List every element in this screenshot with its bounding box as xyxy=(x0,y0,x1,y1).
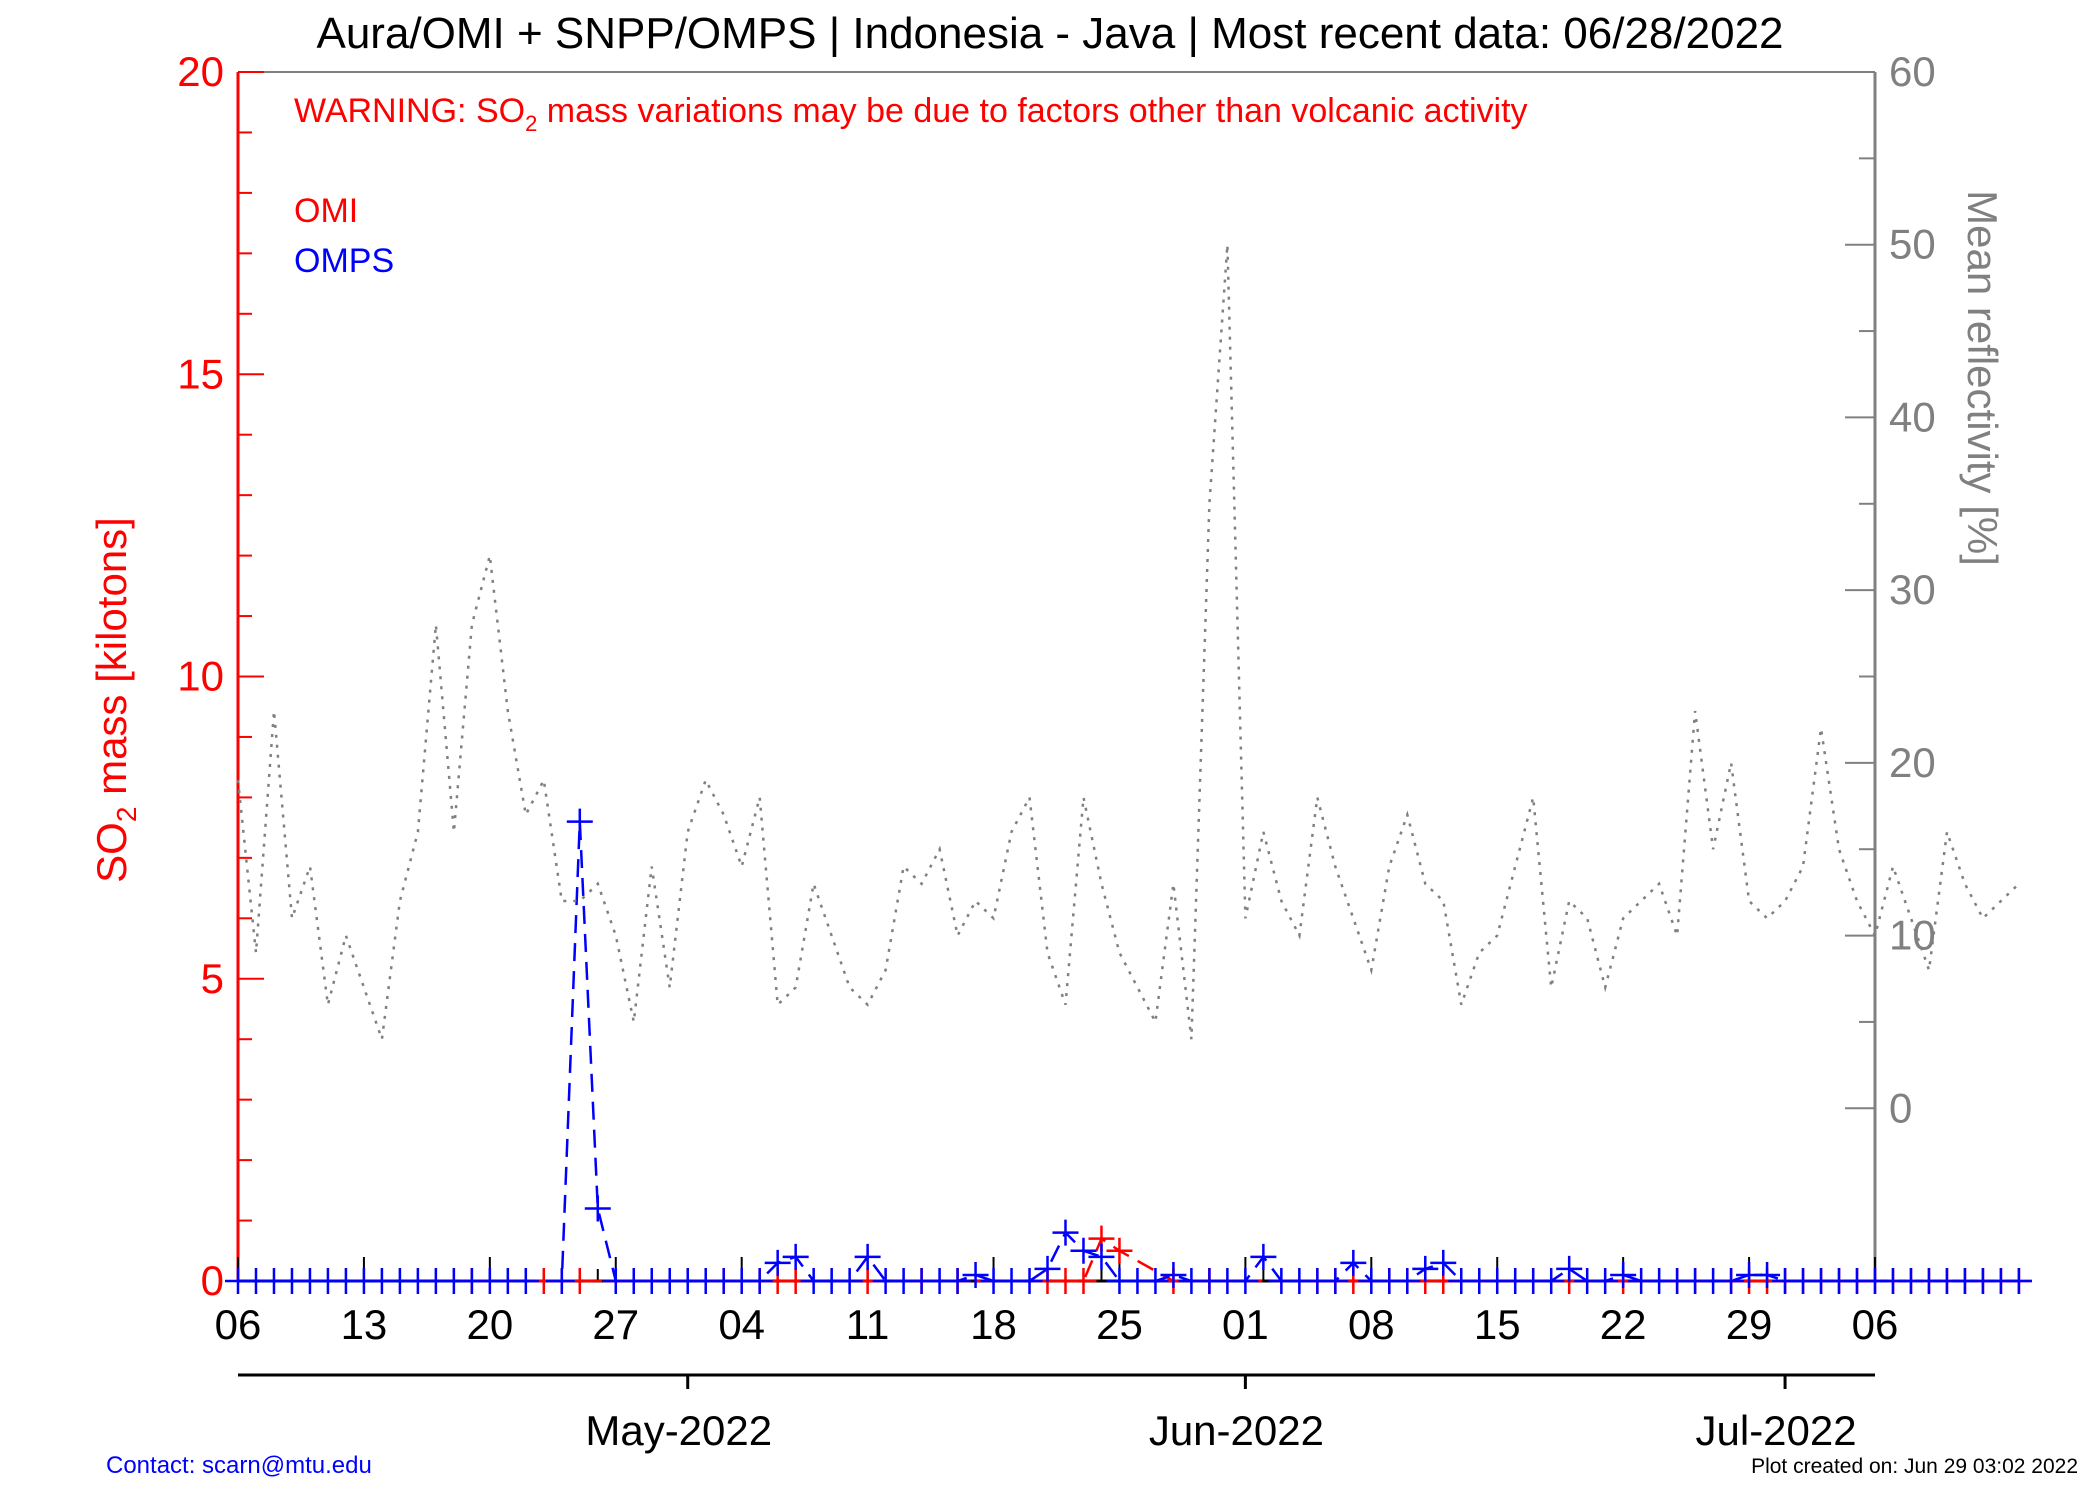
data-point-omps xyxy=(1088,1243,1115,1270)
data-point-omps xyxy=(1430,1249,1457,1276)
left-axis-label-prefix: SO xyxy=(88,822,135,883)
data-point-omps xyxy=(1232,1268,1259,1294)
data-point-omps xyxy=(566,808,593,835)
data-point-omps xyxy=(746,1268,773,1294)
left-axis-tick-label: 10 xyxy=(177,653,224,700)
x-axis-tick-label: 08 xyxy=(1348,1301,1395,1348)
data-point-omps xyxy=(1250,1243,1277,1270)
left-axis-label-subscript: 2 xyxy=(111,807,142,823)
data-point-omps xyxy=(854,1243,881,1270)
right-axis-tick-label: 60 xyxy=(1889,48,1936,95)
legend-omps: OMPS xyxy=(294,242,394,280)
right-axis-tick-label: 30 xyxy=(1889,566,1936,613)
data-point-omps xyxy=(1142,1268,1169,1294)
warning-subscript: 2 xyxy=(525,111,537,136)
x-axis-tick-label: 15 xyxy=(1474,1301,1521,1348)
x-axis-tick-label: 20 xyxy=(466,1301,513,1348)
data-point-omps xyxy=(944,1268,971,1294)
left-axis-label-suffix: mass [kilotons] xyxy=(88,517,135,806)
plot-created-text: Plot created on: Jun 29 03:02 2022 xyxy=(1751,1455,2078,1478)
data-point-omps xyxy=(584,1195,611,1222)
x-axis-tick-label: 01 xyxy=(1222,1301,1269,1348)
contact-text: Contact: scarn@mtu.edu xyxy=(106,1452,372,1479)
right-axis-tick-label: 40 xyxy=(1889,393,1936,440)
data-point-omps xyxy=(548,1268,575,1294)
month-axis-label: Jul-2022 xyxy=(1696,1407,1857,1454)
data-point-omps xyxy=(1592,1268,1619,1294)
left-axis-tick-label: 20 xyxy=(177,48,224,95)
data-point-omps xyxy=(1070,1237,1097,1264)
x-axis-tick-label: 27 xyxy=(592,1301,639,1348)
chart-marks xyxy=(225,244,2032,1294)
left-axis-tick-label: 15 xyxy=(177,350,224,397)
left-axis-tick-label: 5 xyxy=(201,955,224,1002)
data-point-omi xyxy=(1106,1237,1133,1264)
x-axis-tick-label: 04 xyxy=(718,1301,765,1348)
warning-prefix: WARNING: SO xyxy=(294,92,525,130)
right-axis-label: Mean reflectivity [%] xyxy=(1959,190,2006,566)
data-point-omps xyxy=(782,1243,809,1270)
data-point-omps xyxy=(1394,1268,1421,1294)
month-axis-label: Jun-2022 xyxy=(1149,1407,1324,1454)
month-axis-label: May-2022 xyxy=(585,1407,772,1454)
data-point-omps xyxy=(1052,1219,1079,1246)
data-point-omps xyxy=(1556,1255,1583,1282)
right-axis-tick-label: 0 xyxy=(1889,1084,1912,1131)
series-line-omps xyxy=(238,821,2019,1283)
warning-text: WARNING: SO2 mass variations may be due … xyxy=(294,92,1528,136)
data-point-omps xyxy=(1322,1268,1349,1294)
data-point-omps xyxy=(764,1249,791,1276)
data-point-omps xyxy=(1610,1261,1637,1288)
data-point-omps xyxy=(1412,1255,1439,1282)
x-axis-tick-label: 25 xyxy=(1096,1301,1143,1348)
data-point-omps xyxy=(1538,1268,1565,1294)
x-axis-tick-label: 06 xyxy=(215,1301,262,1348)
right-axis-tick-label: 20 xyxy=(1889,739,1936,786)
data-point-omps xyxy=(962,1261,989,1288)
chart-title: Aura/OMI + SNPP/OMPS | Indonesia - Java … xyxy=(316,9,1783,58)
x-axis-tick-label: 29 xyxy=(1726,1301,1773,1348)
data-point-omps xyxy=(2005,1268,2032,1294)
data-point-omps xyxy=(836,1268,863,1294)
data-point-omps xyxy=(1754,1261,1781,1288)
x-axis-tick-label: 18 xyxy=(970,1301,1017,1348)
chart-axes: 0 5 10 15 20 0 10 20 30 40 50 60 06 13 20 27 04 11 18 25 01 0… xyxy=(177,48,1935,1454)
series-line-mean-reflectivity xyxy=(236,244,2020,1040)
left-axis-label: SO2 mass [kilotons] xyxy=(88,517,142,883)
warning-suffix: mass variations may be due to factors ot… xyxy=(537,92,1527,130)
x-axis-tick-label: 22 xyxy=(1600,1301,1647,1348)
legend-omi: OMI xyxy=(294,192,358,230)
data-point-omps xyxy=(512,1268,539,1294)
x-axis-tick-label: 13 xyxy=(341,1301,388,1348)
data-point-omps xyxy=(1718,1268,1745,1294)
data-point-omi xyxy=(1070,1268,1097,1294)
right-axis-tick-label: 10 xyxy=(1889,912,1936,959)
right-axis-tick-label: 50 xyxy=(1889,221,1936,268)
data-point-omps xyxy=(1160,1261,1187,1288)
x-axis-tick-label: 11 xyxy=(846,1301,890,1348)
data-point-omps xyxy=(1034,1255,1061,1282)
left-axis-tick-label: 0 xyxy=(201,1257,224,1304)
data-point-omps xyxy=(1016,1268,1043,1294)
data-point-omps xyxy=(1340,1249,1367,1276)
x-axis-tick-label: 06 xyxy=(1852,1301,1899,1348)
